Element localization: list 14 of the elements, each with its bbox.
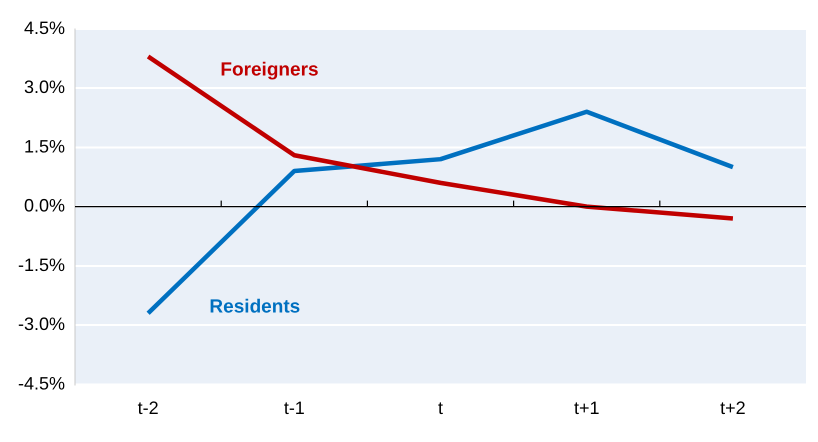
x-tick-label: t-2 bbox=[138, 398, 159, 418]
series-label: Foreigners bbox=[220, 60, 319, 81]
x-tick-label: t+2 bbox=[720, 398, 746, 418]
x-tick-label: t+1 bbox=[574, 398, 600, 418]
y-tick-label: -1.5% bbox=[18, 254, 66, 275]
y-tick-label: 3.0% bbox=[24, 77, 66, 98]
x-tick-label: t-1 bbox=[284, 398, 305, 418]
series-label: Residents bbox=[209, 296, 300, 318]
y-tick-label: -3.0% bbox=[18, 314, 66, 334]
y-tick-label: -4.5% bbox=[18, 373, 66, 394]
y-tick-label: 0.0% bbox=[24, 196, 66, 216]
x-tick-label: t bbox=[438, 398, 444, 418]
y-tick-label: 1.5% bbox=[24, 136, 66, 156]
y-tick-label: 4.5% bbox=[24, 18, 66, 38]
